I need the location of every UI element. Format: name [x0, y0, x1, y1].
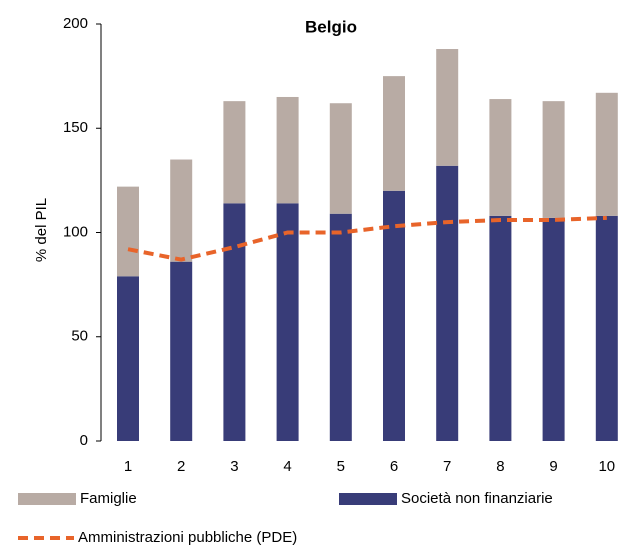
x-tick-label: 6 — [390, 458, 398, 475]
bar — [383, 76, 405, 191]
y-tick-label: 200 — [63, 15, 88, 32]
legend-label: Amministrazioni pubbliche (PDE) — [78, 529, 297, 546]
x-tick-label: 1 — [124, 458, 132, 475]
bar — [383, 190, 405, 441]
y-axis-label: % del PIL — [33, 198, 50, 262]
bar — [542, 217, 565, 441]
x-tick-label: 8 — [496, 458, 504, 475]
bar — [117, 276, 139, 441]
x-tick-label: 2 — [177, 458, 185, 475]
bar — [223, 203, 246, 441]
bar — [436, 49, 459, 166]
bar — [436, 165, 459, 441]
x-tick-label: 4 — [283, 458, 291, 475]
bar — [489, 99, 512, 216]
x-tick-label: 3 — [230, 458, 238, 475]
y-tick-label: 0 — [80, 432, 88, 449]
x-tick-label: 7 — [443, 458, 451, 475]
legend-label: Società non finanziarie — [401, 490, 553, 507]
bar — [276, 96, 299, 204]
chart-title: Belgio — [305, 17, 357, 36]
y-tick-label: 150 — [63, 119, 88, 136]
bar — [595, 92, 618, 216]
x-tick-label: 9 — [549, 458, 557, 475]
x-tick-label: 5 — [337, 458, 345, 475]
bar — [276, 203, 299, 441]
bar — [542, 101, 565, 218]
bar — [595, 215, 618, 441]
bar — [117, 186, 139, 277]
legend-swatch — [18, 493, 76, 505]
bar — [489, 215, 512, 441]
legend-label: Famiglie — [80, 490, 137, 507]
x-tick-label: 10 — [598, 458, 615, 475]
bar — [170, 261, 193, 441]
bar — [329, 103, 352, 214]
bar — [329, 213, 352, 441]
y-tick-label: 100 — [63, 223, 88, 240]
bar — [223, 101, 246, 204]
bar — [170, 159, 193, 262]
line — [127, 215, 607, 262]
y-tick-label: 50 — [71, 328, 88, 345]
legend-swatch — [339, 493, 397, 505]
